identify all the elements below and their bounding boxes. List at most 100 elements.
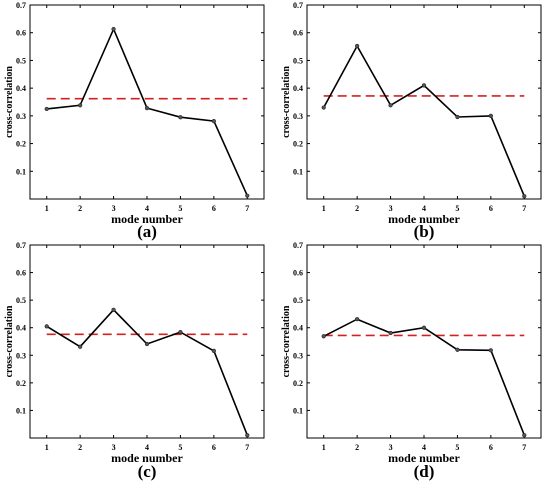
data-point: [44, 324, 49, 329]
series-line: [46, 27, 249, 197]
x-axis-label: mode number: [388, 451, 460, 465]
data-point: [111, 307, 116, 312]
y-tick-label: 0.3: [16, 351, 26, 360]
y-tick-label: 0.5: [16, 296, 26, 305]
y-tick-label: 0.4: [293, 324, 303, 333]
data-point: [78, 103, 83, 108]
data-point: [522, 194, 527, 199]
x-tick-label: 7: [522, 204, 526, 213]
x-tick-label: 4: [422, 443, 426, 452]
data-point: [355, 43, 360, 49]
data-point: [211, 348, 216, 353]
plot-frame: [29, 244, 265, 439]
chart-panel-3: 0.1 0.2 0.3 0.4 0.5 0.6 0.7 1 2 3 4 5 6 7 mode number c…: [4, 241, 265, 481]
x-tick-label: 1: [322, 204, 326, 213]
x-tick-label: 5: [455, 204, 459, 213]
y-axis-label: cross-correlation: [4, 305, 15, 377]
x-tick-label: 4: [145, 443, 149, 452]
y-tick-label: 0.7: [293, 241, 303, 250]
data-point: [78, 344, 83, 349]
x-tick-label: 2: [78, 443, 82, 452]
chart-panel-1: 0.1 0.2 0.3 0.4 0.5 0.6 0.7 1 2 3 4 5 6 7 mode number c…: [4, 1, 265, 241]
data-point: [355, 317, 360, 322]
series-line: [46, 308, 249, 436]
data-point: [178, 330, 183, 335]
data-point: [421, 83, 427, 88]
x-tick-label: 3: [112, 443, 116, 452]
data-point: [455, 347, 460, 352]
x-tick-label: 1: [322, 443, 326, 452]
y-tick-label: 0.6: [293, 29, 303, 38]
data-point: [211, 119, 216, 124]
y-tick-label: 0.5: [16, 56, 26, 65]
x-tick-label: 2: [355, 443, 359, 452]
y-tick-label: 0.6: [293, 269, 303, 278]
chart-panel-4: 0.1 0.2 0.3 0.4 0.5 0.6 0.7 1 2 3 4 5 6 7 mode number c…: [281, 241, 542, 481]
y-axis-label: cross-correlation: [4, 66, 15, 138]
data-point: [488, 348, 493, 353]
plot-frame: [306, 244, 542, 439]
x-axis-label: mode number: [111, 451, 183, 465]
y-tick-label: 0.1: [16, 406, 26, 415]
panel-label: (d): [414, 462, 435, 481]
x-axis-label: mode number: [388, 212, 460, 226]
y-tick-label: 0.3: [16, 112, 26, 121]
data-point: [144, 341, 150, 347]
y-tick-label: 0.2: [293, 379, 303, 388]
y-tick-label: 0.7: [16, 1, 26, 10]
series-line: [322, 44, 526, 197]
data-point: [44, 106, 49, 112]
data-point: [245, 193, 250, 198]
y-tick-label: 0.7: [293, 1, 303, 10]
y-tick-label: 0.5: [293, 296, 303, 305]
y-tick-label: 0.3: [293, 112, 303, 121]
x-tick-label: 7: [245, 204, 249, 213]
data-point: [144, 105, 150, 111]
data-point: [178, 115, 183, 120]
x-tick-label: 5: [178, 204, 182, 213]
y-tick-label: 0.1: [16, 167, 26, 176]
y-tick-label: 0.1: [293, 167, 303, 176]
x-tick-label: 7: [245, 443, 249, 452]
y-tick-label: 0.6: [16, 29, 26, 38]
x-tick-label: 3: [112, 204, 116, 213]
data-point: [455, 114, 460, 120]
data-point: [321, 105, 326, 110]
y-axis-label: cross-correlation: [281, 305, 292, 377]
y-tick-label: 0.1: [293, 406, 303, 415]
data-point: [522, 433, 527, 438]
x-tick-label: 7: [522, 443, 526, 452]
data-point: [245, 433, 250, 438]
x-tick-label: 2: [355, 204, 359, 213]
series-line: [323, 318, 526, 436]
y-axis-label: cross-correlation: [281, 66, 292, 138]
y-tick-label: 0.2: [293, 140, 303, 149]
x-tick-label: 1: [45, 443, 49, 452]
panel-label: (a): [137, 222, 157, 241]
plot-frame: [29, 4, 265, 200]
data-point: [321, 334, 326, 339]
data-point: [488, 113, 493, 118]
data-point: [388, 103, 393, 108]
data-point: [388, 330, 393, 336]
y-tick-label: 0.4: [293, 84, 303, 93]
x-tick-label: 5: [178, 443, 182, 452]
x-tick-label: 3: [389, 204, 393, 213]
panel-label: (b): [414, 222, 435, 241]
data-point: [111, 27, 116, 32]
y-tick-label: 0.2: [16, 140, 26, 149]
plot-frame: [306, 4, 542, 200]
y-tick-label: 0.5: [293, 56, 303, 65]
x-tick-label: 4: [422, 204, 426, 213]
x-tick-label: 6: [489, 204, 493, 213]
x-tick-label: 4: [145, 204, 149, 213]
x-tick-label: 3: [389, 443, 393, 452]
y-tick-label: 0.4: [16, 324, 26, 333]
y-tick-label: 0.4: [16, 84, 26, 93]
x-tick-label: 6: [489, 443, 493, 452]
x-tick-label: 1: [45, 204, 49, 213]
x-tick-label: 2: [78, 204, 82, 213]
data-point: [421, 325, 427, 330]
y-tick-label: 0.2: [16, 379, 26, 388]
